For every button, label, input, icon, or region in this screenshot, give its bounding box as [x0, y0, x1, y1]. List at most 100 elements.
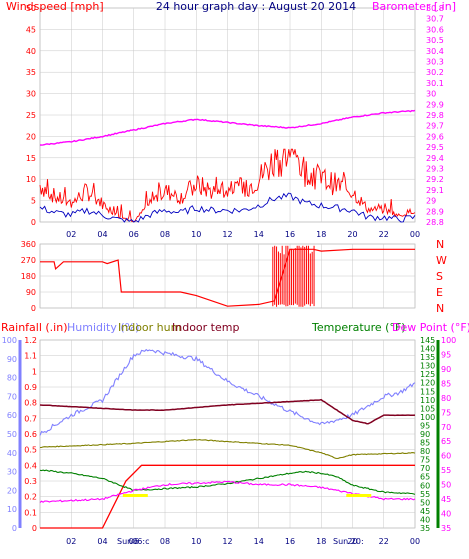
- temperature-label: Temperature (°F): [311, 321, 406, 334]
- windspeed-tick-label: 5: [31, 197, 36, 206]
- grid-lines: [40, 7, 416, 529]
- temperature-tick-label: 45: [420, 507, 430, 516]
- humidity-tick-label: 30: [7, 468, 17, 477]
- rainfall-tick-label: 1: [32, 367, 37, 376]
- barometer-tick-label: 29: [426, 197, 436, 206]
- bottom-x-tick-label: 12: [222, 537, 232, 546]
- temperature-tick-label: 105: [420, 404, 435, 413]
- humidity-tick-label: 90: [7, 355, 17, 364]
- direction-tick-label: 180: [21, 272, 36, 281]
- temperature-tick-label: 75: [420, 456, 430, 465]
- dew-point-tick-label: 55: [441, 466, 451, 475]
- sunset-label: Sun 20:: [333, 537, 364, 546]
- barometer-tick-label: 30: [426, 90, 436, 99]
- bottom-x-tick-label: 10: [191, 537, 201, 546]
- wind-gust-line: [39, 148, 416, 223]
- wind-x-tick-label: 00: [410, 230, 420, 239]
- bottom-x-tick-label: 06: [129, 537, 139, 546]
- rainfall-tick-label: 1.1: [24, 352, 37, 361]
- dew-point-tick-label: 40: [441, 510, 451, 519]
- humidity-line: [39, 348, 416, 436]
- humidity-tick-label: 10: [7, 505, 17, 514]
- wind-x-tick-label: 16: [285, 230, 295, 239]
- temperature-tick-label: 55: [420, 490, 430, 499]
- dew-point-tick-label: 45: [441, 495, 451, 504]
- compass-letter: W: [436, 254, 447, 267]
- bottom-x-tick-label: 20: [347, 537, 357, 546]
- rainfall-tick-label: 0.5: [24, 446, 37, 455]
- dew-point-tick-label: 65: [441, 437, 451, 446]
- dew-point-tick-label: 35: [441, 524, 451, 533]
- rainfall-label: Rainfall (.in): [1, 321, 68, 334]
- windspeed-tick-label: 50: [26, 4, 36, 13]
- temperature-tick-label: 80: [420, 447, 430, 456]
- humidity-tick-label: 20: [7, 486, 17, 495]
- dew-point-tick-label: 80: [441, 394, 451, 403]
- barometer-tick-label: 29.2: [426, 175, 444, 184]
- humidity-label: Humidity (%): [67, 321, 139, 334]
- wind-x-tick-label: 10: [191, 230, 201, 239]
- dew-point-tick-label: 85: [441, 379, 451, 388]
- temperature-tick-label: 65: [420, 473, 430, 482]
- wind-x-tick-label: 20: [347, 230, 357, 239]
- dew-point-tick-label: 90: [441, 365, 451, 374]
- bottom-x-tick-label: 14: [254, 537, 264, 546]
- indoor-temp-label: Indoor temp: [172, 321, 239, 334]
- indoor-temp-line: [39, 398, 416, 425]
- temperature-tick-label: 115: [420, 387, 435, 396]
- direction-tick-label: 270: [21, 256, 36, 265]
- direction-tick-label: 0: [31, 304, 36, 313]
- wind-x-tick-label: 22: [379, 230, 389, 239]
- temperature-tick-label: 60: [420, 481, 430, 490]
- temperature-line: [39, 469, 416, 495]
- rainfall-tick-label: 0.8: [24, 399, 37, 408]
- humidity-tick-label: 80: [7, 374, 17, 383]
- rainfall-tick-label: 0.9: [24, 383, 37, 392]
- barometer-axis-label: Barometer [.in]: [372, 0, 456, 13]
- barometer-tick-label: 29.5: [426, 143, 444, 152]
- rainfall-tick-label: 0: [32, 524, 37, 533]
- temperature-tick-label: 95: [420, 421, 430, 430]
- sunrise-bar: [122, 494, 148, 497]
- compass-letter: E: [436, 286, 443, 299]
- wind-x-tick-label: 08: [160, 230, 170, 239]
- dew-point-tick-label: 60: [441, 452, 451, 461]
- temperature-tick-label: 35: [420, 524, 430, 533]
- dew-point-tick-label: 100: [441, 336, 456, 345]
- chart-marks: [39, 109, 416, 529]
- temperature-tick-label: 130: [420, 362, 435, 371]
- bottom-x-tick-label: 18: [316, 537, 326, 546]
- temperature-tick-label: 125: [420, 370, 435, 379]
- barometer-tick-label: 30.3: [426, 58, 444, 67]
- rainfall-tick-label: 0.3: [24, 477, 37, 486]
- wind-x-tick-label: 14: [254, 230, 264, 239]
- barometer-tick-label: 30.7: [426, 15, 444, 24]
- barometer-tick-label: 29.6: [426, 132, 444, 141]
- windspeed-tick-label: 25: [26, 111, 36, 120]
- direction-tick-label: 90: [26, 288, 36, 297]
- windspeed-tick-label: 15: [26, 154, 36, 163]
- barometer-tick-label: 30.6: [426, 25, 444, 34]
- barometer-tick-label: 29.4: [426, 154, 444, 163]
- rainfall-tick-label: 0.2: [24, 493, 37, 502]
- temperature-tick-label: 135: [420, 353, 435, 362]
- humidity-tick-label: 60: [7, 411, 17, 420]
- bottom-x-tick-label: 22: [379, 537, 389, 546]
- windspeed-tick-label: 40: [26, 47, 36, 56]
- axis-ticks: 5045403530252015105030.830.730.630.530.4…: [2, 4, 457, 546]
- rainfall-tick-label: 1.2: [24, 336, 37, 345]
- rainfall-tick-label: 0.6: [24, 430, 37, 439]
- barometer-tick-label: 29.9: [426, 100, 444, 109]
- wind-average-line: [39, 192, 416, 223]
- humidity-tick-label: 100: [2, 336, 17, 345]
- barometer-tick-label: 30.2: [426, 68, 444, 77]
- temperature-tick-label: 120: [420, 379, 435, 388]
- bottom-x-tick-label: 02: [66, 537, 76, 546]
- humidity-tick-label: 70: [7, 392, 17, 401]
- dew-point-tick-label: 75: [441, 408, 451, 417]
- barometer-line: [39, 109, 416, 146]
- barometer-tick-label: 29.8: [426, 111, 444, 120]
- barometer-tick-label: 30.5: [426, 36, 444, 45]
